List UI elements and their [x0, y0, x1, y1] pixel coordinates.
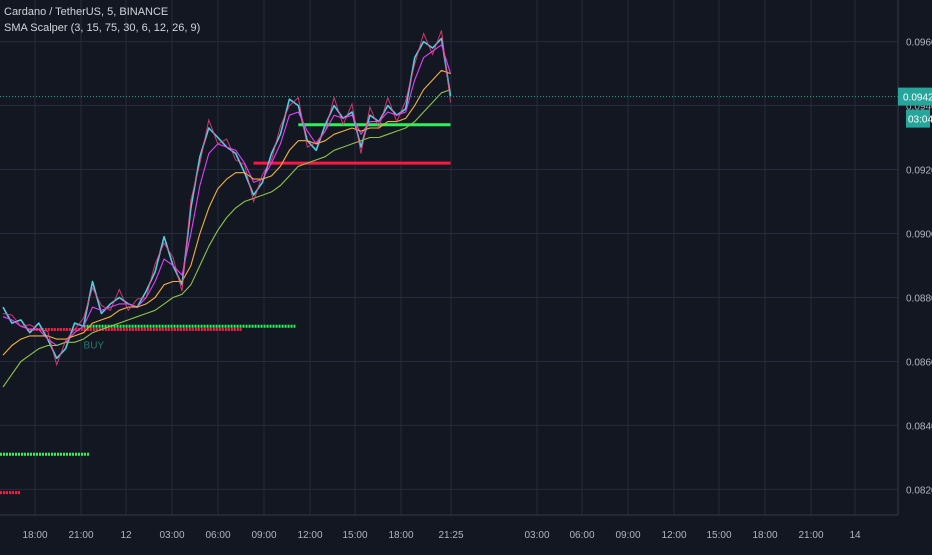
x-tick-label: 15:00: [342, 530, 367, 541]
x-tick-label: 03:00: [524, 530, 549, 541]
x-tick-label: 21:25: [438, 530, 463, 541]
grid: [0, 0, 898, 515]
y-tick-label: 0.09400: [906, 102, 932, 113]
fast-ma-line: [2, 30, 451, 367]
symbol-title[interactable]: Cardano / TetherUS, 5, BINANCE: [4, 6, 169, 18]
x-tick-label: 12:00: [661, 530, 686, 541]
chart-legend: Cardano / TetherUS, 5, BINANCE SMA Scalp…: [4, 4, 200, 36]
last-price-tag: [898, 87, 932, 106]
last-price-label: 0.09428: [903, 93, 932, 104]
x-tick-label: 06:00: [569, 530, 594, 541]
x-tick-label: 21:00: [798, 530, 823, 541]
y-tick-label: 0.09600: [906, 38, 932, 49]
series-line: [2, 69, 451, 356]
indicator-title[interactable]: SMA Scalper (3, 15, 75, 30, 6, 12, 26, 9…: [4, 22, 201, 34]
x-tick-label: 14: [849, 530, 861, 541]
x-tick-label: 21:00: [68, 530, 93, 541]
x-tick-label: 03:00: [159, 530, 184, 541]
y-tick-label: 0.08600: [906, 357, 932, 368]
y-tick-label: 0.09200: [906, 166, 932, 177]
countdown-tag: [906, 109, 930, 128]
series-line: [2, 89, 451, 388]
y-tick-label: 0.08400: [906, 421, 932, 432]
x-tick-label: 15:00: [706, 530, 731, 541]
x-tick-label: 18:00: [22, 530, 47, 541]
level-lines: [0, 123, 451, 495]
countdown-label: 03:04: [908, 115, 932, 126]
y-tick-label: 0.08800: [906, 293, 932, 304]
x-tick-label: 12: [120, 530, 132, 541]
price-tags: 0.09428 03:04: [898, 87, 932, 128]
x-tick-label: 12:00: [297, 530, 322, 541]
series-lines: [2, 30, 452, 388]
y-tick-label: 0.08200: [906, 485, 932, 496]
x-tick-label: 18:00: [752, 530, 777, 541]
x-tick-label: 18:00: [388, 530, 413, 541]
x-tick-label: 09:00: [615, 530, 640, 541]
x-tick-label: 09:00: [251, 530, 276, 541]
axes: 0.09600 0.09400 0.09200 0.09000 0.08800 0.086…: [0, 0, 932, 541]
y-tick-label: 0.09000: [906, 230, 932, 241]
buy-annotation: BUY: [84, 341, 105, 352]
x-tick-label: 06:00: [205, 530, 230, 541]
